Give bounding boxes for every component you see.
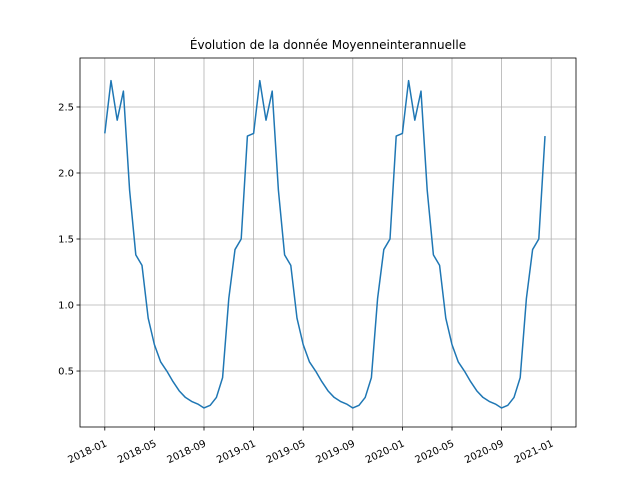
axes-frame: [79, 57, 577, 428]
y-tick-label: 2.0: [58, 168, 74, 179]
x-tick-label: 2019-09: [314, 438, 357, 466]
y-tick-label: 0.5: [58, 367, 74, 378]
y-tick-label: 2.5: [58, 102, 74, 113]
x-tick-label: 2020-01: [364, 438, 407, 466]
y-tick-label: 1.5: [58, 235, 74, 246]
y-tick-label: 1.0: [58, 301, 74, 312]
x-tick-label: 2018-01: [66, 438, 109, 466]
x-tick-label: 2019-05: [265, 438, 308, 466]
x-tick-label: 2021-01: [513, 438, 556, 466]
x-tick-label: 2020-05: [414, 438, 457, 466]
x-tick-label: 2020-09: [463, 438, 506, 466]
data-line: [104, 79, 546, 409]
x-tick-label: 2018-05: [116, 438, 159, 466]
chart-title: Évolution de la donnée Moyenneinterannue…: [190, 37, 466, 52]
x-tick-label: 2019-01: [215, 438, 258, 466]
x-tick-label: 2018-09: [166, 438, 209, 466]
